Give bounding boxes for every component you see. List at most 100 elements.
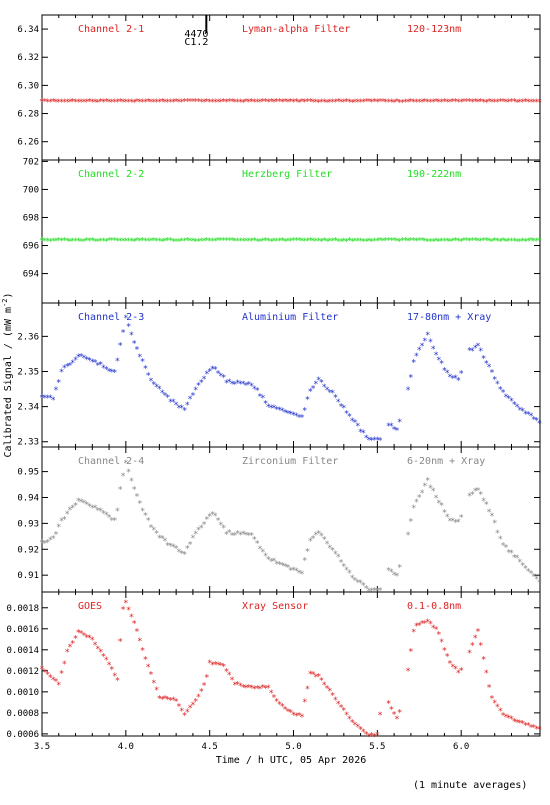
data-point: *	[458, 667, 463, 677]
data-point: *	[352, 721, 357, 731]
data-point: *	[260, 98, 265, 108]
data-point: *	[104, 98, 109, 108]
data-point: *	[528, 569, 533, 579]
data-point: *	[224, 531, 229, 541]
data-point: *	[277, 98, 282, 108]
data-point: *	[165, 696, 170, 706]
y-tick-label: 6.26	[17, 138, 39, 148]
data-point: *	[472, 344, 477, 354]
data-point: *	[361, 582, 366, 592]
data-point: *	[249, 531, 254, 541]
data-point: *	[445, 513, 450, 523]
data-point: *	[232, 237, 237, 247]
data-point: *	[344, 237, 349, 247]
data-point: *	[500, 98, 505, 108]
data-point: *	[218, 662, 223, 672]
data-point: *	[252, 535, 257, 545]
data-point: *	[64, 648, 69, 658]
data-point: *	[87, 356, 92, 366]
data-point: *	[98, 361, 103, 371]
data-point: *	[238, 237, 243, 247]
data-point: *	[185, 98, 190, 108]
data-point: *	[472, 236, 477, 246]
data-point: *	[221, 237, 226, 247]
data-point: *	[509, 549, 514, 559]
data-point: *	[143, 512, 148, 522]
data-point: *	[190, 701, 195, 711]
data-point: *	[308, 388, 313, 398]
data-point: *	[187, 237, 192, 247]
data-point: *	[59, 517, 64, 527]
panel-label: 17-80nm + Xray	[407, 312, 491, 323]
data-point: *	[176, 98, 181, 108]
data-point: *	[98, 237, 103, 247]
data-point: *	[411, 628, 416, 638]
y-tick-label: 2.35	[17, 367, 39, 377]
data-point: *	[456, 669, 461, 679]
data-point: *	[115, 357, 120, 367]
data-point: *	[104, 365, 109, 375]
data-point: *	[165, 541, 170, 551]
data-point: *	[213, 660, 218, 670]
panel-label: Xray Sensor	[242, 601, 308, 612]
data-point: *	[291, 236, 296, 246]
data-point: *	[252, 685, 257, 695]
data-point: *	[386, 98, 391, 108]
data-point: *	[377, 711, 382, 721]
data-point: *	[104, 237, 109, 247]
data-point: *	[439, 98, 444, 108]
y-tick-label: 2.34	[17, 403, 39, 413]
data-point: *	[310, 534, 315, 544]
data-point: *	[447, 237, 452, 247]
data-point: *	[408, 97, 413, 107]
data-point: *	[207, 659, 212, 669]
data-point: *	[112, 672, 117, 682]
data-point: *	[498, 98, 503, 108]
data-point: *	[523, 722, 528, 732]
data-point: *	[173, 545, 178, 555]
data-point: *	[394, 715, 399, 725]
data-point: *	[506, 549, 511, 559]
data-point: *	[179, 98, 184, 108]
data-point: *	[196, 237, 201, 247]
data-point: *	[495, 237, 500, 247]
data-point: *	[403, 98, 408, 108]
y-tick-label: 6.30	[17, 81, 39, 91]
data-point: *	[296, 712, 301, 722]
data-point: *	[520, 237, 525, 247]
data-point: *	[461, 237, 466, 247]
data-point: *	[397, 564, 402, 574]
data-point: *	[118, 98, 123, 108]
data-point: *	[336, 700, 341, 710]
data-point: *	[453, 518, 458, 528]
data-point: *	[425, 618, 430, 628]
data-point: *	[213, 512, 218, 522]
flare-class-label: C1.2	[184, 37, 208, 48]
data-point: *	[330, 389, 335, 399]
data-point: *	[76, 497, 81, 507]
data-point: *	[271, 98, 276, 108]
data-point: *	[517, 98, 522, 108]
data-point: *	[104, 656, 109, 666]
data-point: *	[87, 237, 92, 247]
data-point: *	[456, 518, 461, 528]
data-point: *	[165, 393, 170, 403]
data-point: *	[470, 490, 475, 500]
data-point: *	[352, 98, 357, 108]
data-point: *	[405, 531, 410, 541]
y-tick-label: 2.33	[17, 438, 39, 448]
data-point: *	[98, 98, 103, 108]
data-point: *	[431, 624, 436, 634]
data-point: *	[445, 237, 450, 247]
data-point: *	[288, 566, 293, 576]
data-point: *	[285, 708, 290, 718]
data-point: *	[461, 98, 466, 108]
data-point: *	[478, 98, 483, 108]
data-point: *	[447, 517, 452, 527]
data-point: *	[509, 237, 514, 247]
data-point: *	[405, 237, 410, 247]
panel-label: Channel 2-1	[78, 24, 144, 35]
data-point: *	[467, 237, 472, 247]
data-point: *	[268, 689, 273, 699]
data-point: *	[254, 684, 259, 694]
